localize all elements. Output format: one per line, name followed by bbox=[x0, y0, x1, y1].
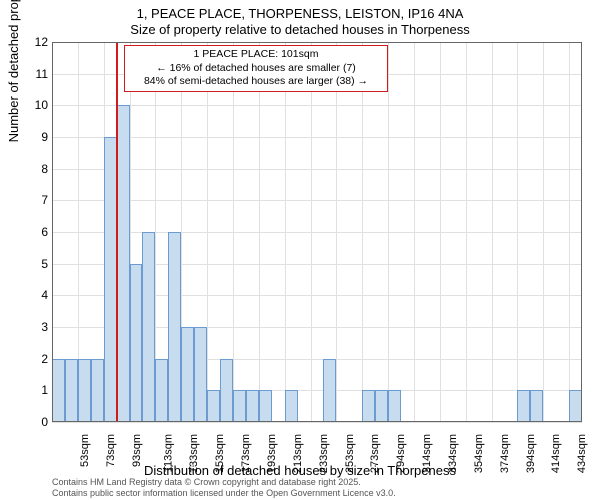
xtick-label: 213sqm bbox=[292, 434, 304, 473]
gridline-h bbox=[52, 422, 582, 423]
annotation-line3: 84% of semi-detached houses are larger (… bbox=[131, 75, 381, 89]
histogram-bar bbox=[517, 390, 530, 422]
histogram-bar bbox=[530, 390, 543, 422]
ytick-label: 0 bbox=[8, 415, 48, 429]
gridline-v bbox=[311, 42, 312, 422]
chart-title-line1: 1, PEACE PLACE, THORPENESS, LEISTON, IP1… bbox=[0, 6, 600, 21]
histogram-bar bbox=[246, 390, 259, 422]
ytick-label: 11 bbox=[8, 67, 48, 81]
histogram-bar bbox=[233, 390, 246, 422]
xtick-label: 133sqm bbox=[189, 434, 201, 473]
property-marker-line bbox=[116, 42, 118, 422]
histogram-bar bbox=[194, 327, 207, 422]
histogram-bar bbox=[388, 390, 401, 422]
histogram-bar bbox=[117, 105, 130, 422]
ytick-label: 6 bbox=[8, 225, 48, 239]
chart-title-line2: Size of property relative to detached ho… bbox=[0, 22, 600, 37]
ytick-label: 7 bbox=[8, 193, 48, 207]
gridline-v bbox=[466, 42, 467, 422]
xtick-label: 414sqm bbox=[551, 434, 563, 473]
credits-line2: Contains public sector information licen… bbox=[52, 488, 396, 498]
histogram-bar bbox=[91, 359, 104, 422]
gridline-h bbox=[52, 42, 582, 43]
xtick-label: 434sqm bbox=[576, 434, 588, 473]
credits: Contains HM Land Registry data © Crown c… bbox=[52, 477, 396, 498]
xtick-label: 334sqm bbox=[447, 434, 459, 473]
gridline-v bbox=[414, 42, 415, 422]
gridline-h bbox=[52, 105, 582, 106]
ytick-label: 5 bbox=[8, 257, 48, 271]
gridline-v bbox=[440, 42, 441, 422]
xtick-label: 394sqm bbox=[525, 434, 537, 473]
gridline-h bbox=[52, 169, 582, 170]
xtick-label: 233sqm bbox=[318, 434, 330, 473]
annotation-box: 1 PEACE PLACE: 101sqm← 16% of detached h… bbox=[124, 45, 388, 92]
xtick-label: 314sqm bbox=[421, 434, 433, 473]
histogram-bar bbox=[285, 390, 298, 422]
xtick-label: 294sqm bbox=[395, 434, 407, 473]
gridline-v bbox=[362, 42, 363, 422]
histogram-bar bbox=[142, 232, 155, 422]
histogram-bar bbox=[168, 232, 181, 422]
gridline-v bbox=[492, 42, 493, 422]
histogram-bar bbox=[65, 359, 78, 422]
ytick-label: 9 bbox=[8, 130, 48, 144]
gridline-v bbox=[233, 42, 234, 422]
histogram-bar bbox=[52, 359, 65, 422]
xtick-label: 173sqm bbox=[240, 434, 252, 473]
histogram-bar bbox=[220, 359, 233, 422]
ytick-label: 4 bbox=[8, 288, 48, 302]
gridline-h bbox=[52, 137, 582, 138]
histogram-bar bbox=[569, 390, 582, 422]
annotation-line1: 1 PEACE PLACE: 101sqm bbox=[131, 48, 381, 62]
gridline-v bbox=[543, 42, 544, 422]
ytick-label: 1 bbox=[8, 383, 48, 397]
ytick-label: 2 bbox=[8, 352, 48, 366]
ytick-label: 12 bbox=[8, 35, 48, 49]
ytick-label: 3 bbox=[8, 320, 48, 334]
xtick-label: 354sqm bbox=[473, 434, 485, 473]
xtick-label: 53sqm bbox=[79, 434, 91, 467]
xtick-label: 73sqm bbox=[105, 434, 117, 467]
xtick-label: 153sqm bbox=[214, 434, 226, 473]
ytick-label: 10 bbox=[8, 98, 48, 112]
histogram-bar bbox=[155, 359, 168, 422]
xtick-label: 93sqm bbox=[131, 434, 143, 467]
gridline-v bbox=[517, 42, 518, 422]
credits-line1: Contains HM Land Registry data © Crown c… bbox=[52, 477, 396, 487]
gridline-h bbox=[52, 232, 582, 233]
plot-area: 1 PEACE PLACE: 101sqm← 16% of detached h… bbox=[52, 42, 582, 422]
xtick-label: 273sqm bbox=[370, 434, 382, 473]
histogram-bar bbox=[181, 327, 194, 422]
chart-container: 1, PEACE PLACE, THORPENESS, LEISTON, IP1… bbox=[0, 0, 600, 500]
xtick-label: 193sqm bbox=[266, 434, 278, 473]
annotation-line2: ← 16% of detached houses are smaller (7) bbox=[131, 62, 381, 76]
gridline-v bbox=[207, 42, 208, 422]
histogram-bar bbox=[259, 390, 272, 422]
xtick-label: 253sqm bbox=[344, 434, 356, 473]
gridline-v bbox=[388, 42, 389, 422]
histogram-bar bbox=[207, 390, 220, 422]
gridline-v bbox=[285, 42, 286, 422]
gridline-h bbox=[52, 200, 582, 201]
histogram-bar bbox=[375, 390, 388, 422]
xtick-label: 113sqm bbox=[162, 434, 174, 472]
histogram-bar bbox=[130, 264, 143, 422]
histogram-bar bbox=[78, 359, 91, 422]
histogram-bar bbox=[323, 359, 336, 422]
gridline-v bbox=[259, 42, 260, 422]
histogram-bar bbox=[362, 390, 375, 422]
gridline-v bbox=[336, 42, 337, 422]
ytick-label: 8 bbox=[8, 162, 48, 176]
xtick-label: 374sqm bbox=[499, 434, 511, 473]
gridline-v bbox=[569, 42, 570, 422]
